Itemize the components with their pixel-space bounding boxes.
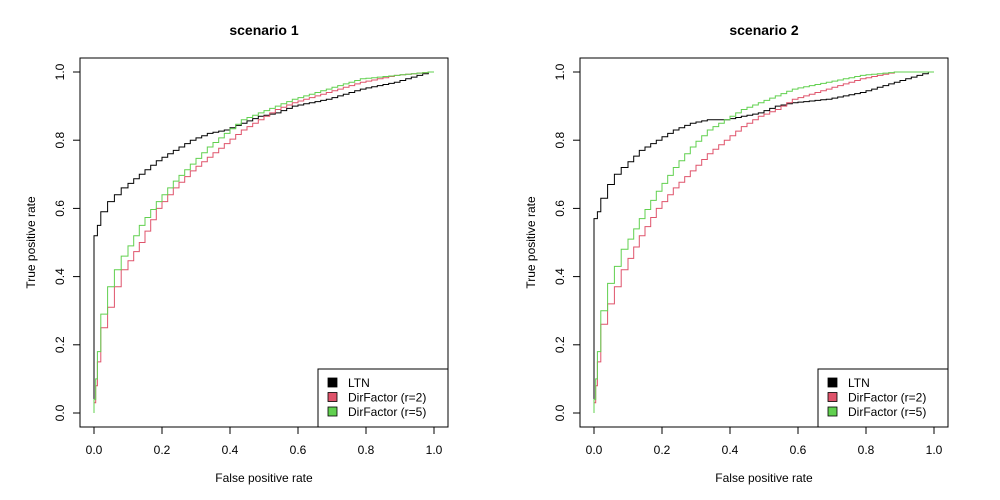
chart-panel-2: scenario 2 0.0 0.2 0.4 0.6 0.8 1.0 False positi… [524,22,949,485]
chart-title: scenario 1 [229,22,298,38]
x-tick-label: 1.0 [926,443,943,457]
legend-swatch [327,377,338,388]
x-tick-label: 0.4 [722,443,739,457]
x-tick-label: 0.2 [654,443,671,457]
x-axis-label: False positive rate [715,471,813,485]
x-tick-label: 0.0 [86,443,103,457]
y-axis-label: True positive rate [524,196,538,289]
series-line-1 [593,71,934,413]
x-tick-label: 0.2 [154,443,171,457]
x-tick-label: 0.4 [222,443,239,457]
x-axis-label: False positive rate [215,471,313,485]
series-line-1 [93,71,434,413]
y-tick-label: 0.4 [53,268,67,285]
series-line-3 [593,71,934,413]
legend-label: DirFactor (r=5) [348,405,426,419]
x-tick-label: 0.0 [586,443,603,457]
legend-label: DirFactor (r=2) [848,391,926,405]
y-tick-label: 0.4 [553,268,567,285]
chart-panel-1: scenario 1 0.0 0.2 0.4 0.6 0.8 1.0 False positi… [24,22,449,485]
legend-label: LTN [348,376,370,390]
x-tick-label: 1.0 [426,443,443,457]
y-tick-label: 1.0 [553,63,567,80]
x-tick-label: 0.8 [858,443,875,457]
y-tick-label: 0.8 [53,132,67,149]
y-tick-label: 0.0 [553,404,567,421]
y-tick-label: 0.6 [553,200,567,217]
legend-swatch [327,392,338,402]
y-tick-label: 0.0 [53,404,67,421]
legend-swatch [827,392,838,402]
x-tick-label: 0.6 [790,443,807,457]
y-tick-label: 0.6 [53,200,67,217]
legend-swatch [827,377,838,388]
y-tick-label: 0.2 [553,336,567,353]
series-line-3 [93,71,434,413]
x-tick-label: 0.8 [358,443,375,457]
y-tick-label: 1.0 [53,63,67,80]
legend-label: DirFactor (r=5) [848,405,926,419]
y-tick-label: 0.2 [53,336,67,353]
legend-box [817,368,949,428]
legend-swatch [827,406,838,417]
legend-label: LTN [848,376,870,390]
y-tick-label: 0.8 [553,132,567,149]
series-line-2 [93,71,434,413]
y-axis-label: True positive rate [24,196,38,289]
x-tick-label: 0.6 [290,443,307,457]
series-line-2 [593,71,934,413]
legend-label: DirFactor (r=2) [348,391,426,405]
chart-title: scenario 2 [729,22,798,38]
legend-swatch [327,406,338,417]
legend-box [317,368,449,428]
